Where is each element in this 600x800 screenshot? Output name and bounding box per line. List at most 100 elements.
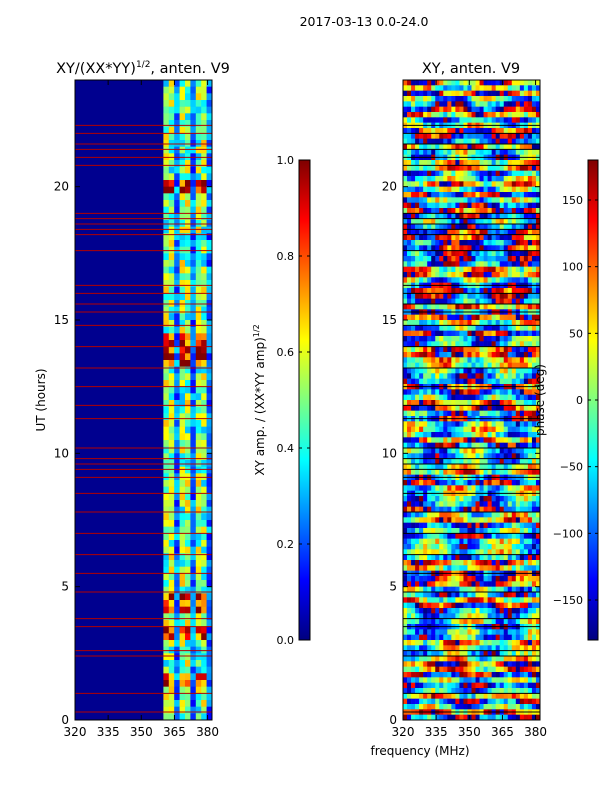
amplitude-cell [190, 93, 197, 101]
phase-cell [431, 485, 436, 491]
phase-cell [443, 186, 448, 193]
phase-cell [403, 650, 408, 657]
phase-cell [531, 250, 537, 257]
phase-cell [491, 218, 496, 225]
phase-cell [451, 272, 456, 278]
phase-cell [507, 261, 513, 267]
phase-cell [507, 400, 513, 406]
phase-cell [511, 650, 517, 657]
phase-cell [503, 453, 509, 459]
phase-cell [439, 373, 444, 379]
phase-cell [467, 426, 472, 433]
amplitude-cell [174, 486, 180, 494]
phase-cell [455, 560, 460, 566]
phase-cell [483, 485, 488, 491]
phase-cell [527, 314, 533, 321]
amplitude-cell [184, 533, 191, 541]
amplitude-cell [206, 406, 212, 414]
amplitude-cell [195, 620, 202, 627]
amplitude-cell [179, 600, 186, 607]
amplitude-cell [190, 700, 197, 707]
phase-cell [479, 426, 484, 433]
phase-heatmap [403, 80, 540, 720]
amplitude-cell [174, 373, 180, 381]
phase-cell [419, 266, 424, 273]
phase-cell [471, 277, 476, 283]
phase-cell [531, 410, 537, 417]
amplitude-cell [184, 666, 191, 674]
amplitude-cell [174, 453, 180, 461]
phase-cell [415, 554, 420, 561]
phase-cell [403, 560, 408, 566]
amplitude-cell [190, 173, 197, 181]
amplitude-cell [163, 120, 170, 127]
phase-cell [415, 629, 420, 635]
phase-cell [407, 618, 412, 625]
phase-cell [491, 634, 496, 641]
phase-cell [499, 192, 505, 198]
amplitude-cell [195, 460, 202, 467]
phase-cell [459, 90, 464, 97]
phase-cell [535, 128, 540, 134]
amplitude-cell [206, 333, 212, 341]
phase-cell [431, 80, 436, 86]
phase-cell [407, 464, 412, 470]
amplitude-cell [174, 706, 180, 714]
amplitude-cell [163, 373, 170, 381]
amplitude-cell [174, 660, 180, 667]
phase-cell [515, 112, 521, 118]
amplitude-cell [174, 613, 180, 621]
phase-cell [519, 533, 525, 539]
amplitude-cell [168, 366, 175, 374]
phase-cell [471, 618, 476, 625]
phase-cell [403, 394, 408, 401]
phase-cell [431, 608, 436, 614]
phase-cell [423, 165, 428, 171]
phase-cell [503, 181, 509, 187]
phase-cell [499, 410, 505, 417]
phase-cell [467, 501, 472, 507]
amplitude-cell [168, 406, 175, 414]
amplitude-cell [168, 313, 175, 321]
amplitude-cell [206, 106, 212, 114]
phase-cell [495, 645, 501, 651]
phase-cell [503, 554, 509, 561]
phase-cell [471, 640, 476, 646]
phase-cell [463, 85, 468, 91]
amplitude-cell [206, 586, 212, 594]
phase-cell [475, 272, 480, 278]
phase-cell [511, 549, 517, 555]
phase-cell [447, 138, 452, 145]
phase-cell [455, 517, 460, 523]
phase-cell [415, 128, 420, 134]
phase-cell [439, 117, 444, 123]
amplitude-cell [168, 553, 175, 561]
amplitude-y-tick-label: 10 [54, 446, 69, 460]
phase-cell [439, 608, 444, 614]
amplitude-cell [195, 553, 202, 561]
phase-cell [475, 608, 480, 614]
phase-cell [411, 549, 416, 555]
phase-cell [535, 554, 540, 561]
phase-cell [535, 202, 540, 209]
amplitude-cell [201, 400, 207, 407]
amplitude-cell [201, 506, 207, 514]
phase-cell [535, 218, 540, 225]
phase-cell [471, 512, 476, 518]
phase-cell [535, 576, 540, 582]
phase-cell [479, 602, 484, 609]
amplitude-cell [195, 273, 202, 281]
amplitude-cell [179, 426, 186, 434]
phase-cell [419, 400, 424, 406]
phase-cell [463, 304, 468, 310]
phase-cell [427, 346, 432, 353]
phase-cell [411, 650, 416, 657]
phase-cell [523, 96, 529, 102]
phase-cell [531, 485, 537, 491]
phase-cell [527, 576, 533, 582]
phase-cell [463, 517, 468, 523]
phase-cell [447, 421, 452, 427]
phase-cell [451, 90, 456, 97]
phase-cell [435, 106, 440, 113]
phase-cell [511, 133, 517, 139]
